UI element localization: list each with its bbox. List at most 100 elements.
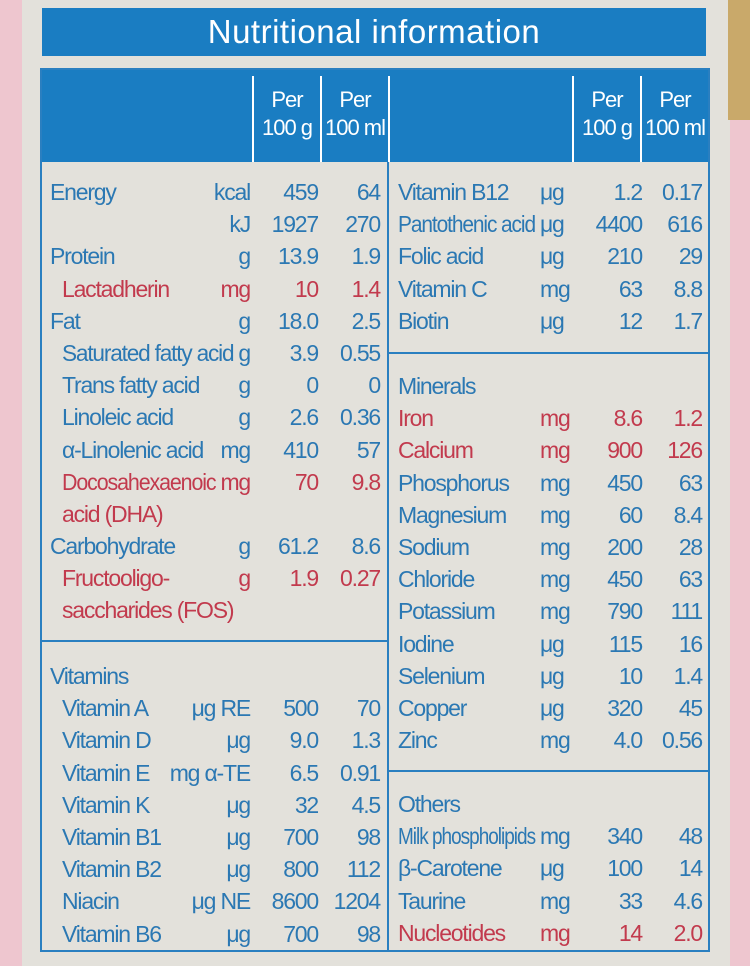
value-per-100ml: 29 <box>678 243 703 270</box>
value-per-100g: 33 <box>618 887 643 914</box>
value-per-100g: 14 <box>618 919 643 946</box>
value-per-100ml: 48 <box>678 823 703 850</box>
nutrient-row: Iodine μg 115 16 <box>398 628 710 660</box>
header-text: 100 g <box>581 115 633 140</box>
nutrient-unit: g <box>238 404 251 431</box>
nutrient-unit: mg <box>540 823 571 850</box>
value-per-100ml: 4.5 <box>351 791 382 818</box>
nutrient-row: Vitamin B1 μg 700 98 <box>50 821 386 853</box>
nutrient-unit: mg <box>220 436 251 463</box>
heading-text: Vitamins <box>50 663 129 689</box>
value-per-100g: 700 <box>283 823 319 850</box>
value-per-100g: 18.0 <box>278 307 319 334</box>
value-per-100g: 4.0 <box>613 727 644 754</box>
section-heading: Vitamins <box>50 660 386 692</box>
nutrient-name: Phosphorus <box>398 469 510 496</box>
value-per-100ml: 0.55 <box>340 339 381 366</box>
nutrient-name: Carbohydrate <box>50 533 176 560</box>
value-per-100ml: 16 <box>678 630 703 657</box>
nutrient-row: acid (DHA) <box>50 498 386 530</box>
value-per-100ml: 0.17 <box>662 179 703 205</box>
nutrient-unit: g <box>238 243 251 270</box>
nutrient-row: Vitamin B12 μg 1.2 0.17 <box>398 176 710 208</box>
nutrient-unit: mg <box>540 533 571 560</box>
nutrient-row: Fructooligo-g 1.9 0.27 <box>50 562 386 594</box>
value-per-100ml: 14 <box>678 855 703 882</box>
nutrient-name: Vitamin A <box>62 695 149 722</box>
value-per-100ml: 1.3 <box>351 727 382 754</box>
nutrient-unit: mg <box>540 501 571 528</box>
nutrient-name: Vitamin B1 <box>62 823 162 850</box>
nutrient-row: Vitamin B6 μg 700 98 <box>50 918 386 950</box>
value-per-100ml: 1204 <box>333 888 382 915</box>
nutrient-unit: μg <box>540 630 565 657</box>
value-per-100g: 500 <box>283 695 319 722</box>
nutrient-name: Trans fatty acid <box>62 372 200 399</box>
value-per-100g: 2.6 <box>289 404 320 431</box>
value-per-100g: 61.2 <box>278 533 319 560</box>
title-bar: Nutritional information <box>42 8 706 56</box>
nutrient-unit: μg <box>540 211 565 238</box>
nutrient-unit: g <box>238 339 251 366</box>
nutrient-row: kJ 1927 270 <box>50 208 386 240</box>
nutrient-row: Chloride mg 450 63 <box>398 563 710 595</box>
nutrient-unit: mg <box>540 727 571 754</box>
nutrient-unit: μg <box>540 243 565 270</box>
nutrient-name: Biotin <box>398 307 450 334</box>
value-per-100g: 200 <box>607 533 643 560</box>
value-per-100ml: 270 <box>345 211 381 238</box>
value-per-100g: 800 <box>283 856 319 883</box>
value-per-100ml: 1.7 <box>673 307 704 334</box>
nutrient-name: Protein <box>50 243 116 270</box>
header-text: 100 ml <box>324 115 386 140</box>
header-band: Per 100 g Per 100 ml Per 100 g Per 100 ml <box>42 70 708 162</box>
section-divider <box>388 352 708 354</box>
value-per-100g: 10 <box>294 275 319 302</box>
nutrient-unit: g <box>238 307 251 334</box>
nutrient-unit: g <box>238 372 251 399</box>
nutrient-unit: mg <box>540 566 571 593</box>
value-per-100g: 12 <box>618 307 643 334</box>
nutrient-name: α-Linolenic acid <box>62 436 204 463</box>
nutrient-row: Selenium μg 10 1.4 <box>398 660 710 692</box>
value-per-100g: 3.9 <box>289 339 320 366</box>
nutrient-name: Chloride <box>398 566 475 593</box>
nutrient-row: Iron mg 8.6 1.2 <box>398 402 710 434</box>
nutrient-row: Milk phospholipids mg 340 48 <box>398 820 710 852</box>
nutrient-name: Vitamin B12 <box>398 179 510 205</box>
nutrient-row: Vitamin K μg 32 4.5 <box>50 789 386 821</box>
nutrient-unit: μg <box>226 727 251 754</box>
nutrient-row: Niacin μg NE 8600 1204 <box>50 885 386 917</box>
nutrient-row: Zinc mg 4.0 0.56 <box>398 724 710 756</box>
nutrient-row: β-Carotene μg 100 14 <box>398 852 710 884</box>
value-per-100g: 4400 <box>595 211 644 238</box>
value-per-100g: 1927 <box>271 211 320 238</box>
nutrient-row: Sodium mg 200 28 <box>398 531 710 563</box>
header-text: Per <box>659 87 691 112</box>
nutrient-row: Copper μg 320 45 <box>398 692 710 724</box>
value-per-100ml: 98 <box>356 920 381 947</box>
value-per-100ml: 57 <box>356 436 381 463</box>
nutrient-name: Docosahexaenoic <box>62 468 217 495</box>
nutrient-name: saccharides (FOS) <box>62 597 235 624</box>
value-per-100ml: 9.8 <box>351 468 382 495</box>
heading-text: Minerals <box>398 373 477 399</box>
value-per-100g: 340 <box>607 823 643 850</box>
nutrient-unit: g <box>238 533 251 560</box>
nutrient-row: Taurine mg 33 4.6 <box>398 885 710 917</box>
nutrient-unit: mg <box>540 598 571 625</box>
nutrient-unit: mg <box>540 405 571 432</box>
value-per-100ml: 28 <box>678 533 703 560</box>
section-heading: Minerals <box>398 370 710 402</box>
nutrition-table: Per 100 g Per 100 ml Per 100 g Per 100 ml En… <box>40 68 710 952</box>
nutrient-unit: mg α-TE <box>169 759 252 786</box>
header-blank <box>388 76 572 162</box>
nutrient-name: Saturated fatty acid <box>62 339 235 366</box>
nutrient-row: Vitamin D μg 9.0 1.3 <box>50 724 386 756</box>
value-per-100ml: 2.0 <box>673 919 704 946</box>
nutrient-name: β-Carotene <box>398 855 503 882</box>
nutrient-row: Docosahexaenoic mg 70 9.8 <box>50 466 386 498</box>
value-per-100ml: 8.4 <box>673 501 704 528</box>
value-per-100ml: 45 <box>678 694 703 721</box>
value-per-100ml: 63 <box>678 469 703 496</box>
